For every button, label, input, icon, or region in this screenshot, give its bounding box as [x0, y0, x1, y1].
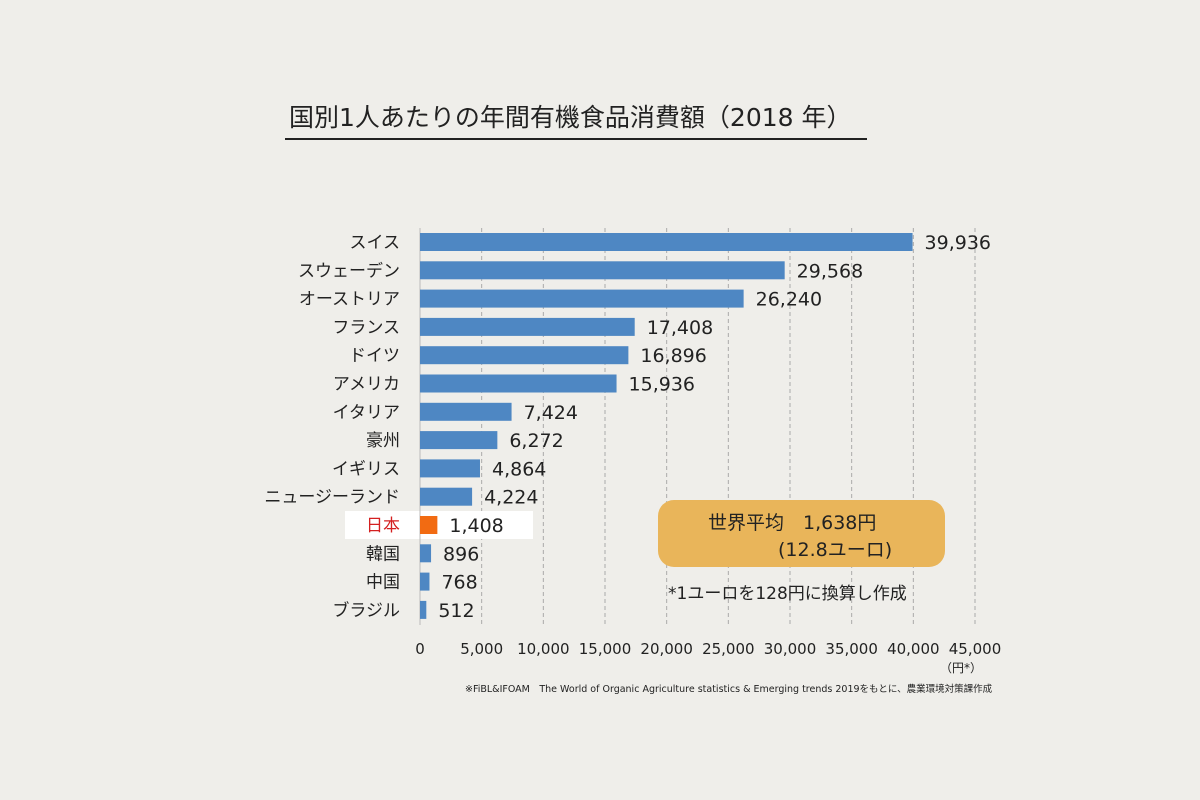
category-label: イギリス: [332, 459, 400, 479]
category-label: 日本: [366, 516, 400, 536]
bar: [420, 374, 617, 393]
value-label: 29,568: [797, 260, 863, 282]
world-average-box: 世界平均 1,638円 (12.8ユーロ): [658, 500, 945, 567]
bar: [420, 402, 512, 421]
bar: [420, 261, 785, 280]
bar: [420, 289, 744, 308]
category-label: スウェーデン: [298, 260, 400, 281]
value-label: 7,424: [524, 402, 578, 424]
bar: [420, 431, 498, 450]
bar: [420, 572, 430, 591]
value-label: 39,936: [925, 232, 991, 254]
x-tick-label: 10,000: [517, 640, 570, 658]
category-label: ブラジル: [332, 600, 400, 621]
category-label: 中国: [366, 573, 400, 593]
category-label: オーストリア: [299, 290, 400, 310]
source-note: ※FiBL&IFOAM The World of Organic Agricul…: [465, 684, 993, 695]
x-tick-label: 15,000: [579, 640, 632, 658]
x-tick-label: 5,000: [460, 640, 503, 658]
category-label: アメリカ: [333, 375, 400, 395]
category-label: 韓国: [366, 544, 400, 564]
chart-title: 国別1人あたりの年間有機食品消費額（2018 年）: [285, 98, 868, 140]
bar: [420, 233, 913, 251]
x-tick-label: 45,000: [949, 640, 1002, 658]
world-average-euro: (12.8ユーロ): [778, 539, 893, 561]
x-tick-label: 30,000: [764, 640, 817, 658]
x-axis-unit: （円*）: [940, 661, 983, 675]
value-label: 896: [443, 543, 479, 565]
value-label: 4,864: [492, 458, 546, 480]
highlight-background: [345, 511, 533, 539]
bar: [420, 317, 635, 336]
x-tick-label: 20,000: [640, 640, 693, 658]
value-label: 1,408: [449, 515, 503, 537]
bar: [420, 600, 427, 619]
category-label: ドイツ: [349, 346, 400, 366]
x-tick-label: 40,000: [887, 640, 940, 658]
value-label: 26,240: [756, 289, 822, 311]
value-label: 512: [438, 600, 474, 622]
category-label: フランス: [332, 318, 400, 338]
bar: [420, 516, 438, 534]
value-label: 16,896: [640, 345, 706, 367]
x-tick-label: 0: [415, 640, 425, 658]
value-label: 4,224: [484, 487, 538, 509]
bar: [420, 459, 480, 478]
bar: [420, 487, 473, 506]
x-tick-label: 25,000: [702, 640, 755, 658]
value-label: 6,272: [509, 430, 563, 452]
world-average-value: 世界平均 1,638円: [708, 512, 877, 534]
bar: [420, 346, 629, 365]
category-label: 豪州: [366, 430, 400, 451]
conversion-note: *1ユーロを128円に換算し作成: [668, 584, 907, 604]
category-label: スイス: [350, 233, 401, 253]
x-tick-label: 35,000: [825, 640, 878, 658]
value-label: 15,936: [629, 374, 695, 396]
category-label: イタリア: [333, 403, 400, 423]
bar: [420, 544, 432, 563]
value-label: 768: [441, 572, 477, 594]
value-label: 17,408: [647, 317, 713, 339]
category-label: ニュージーランド: [264, 488, 400, 508]
